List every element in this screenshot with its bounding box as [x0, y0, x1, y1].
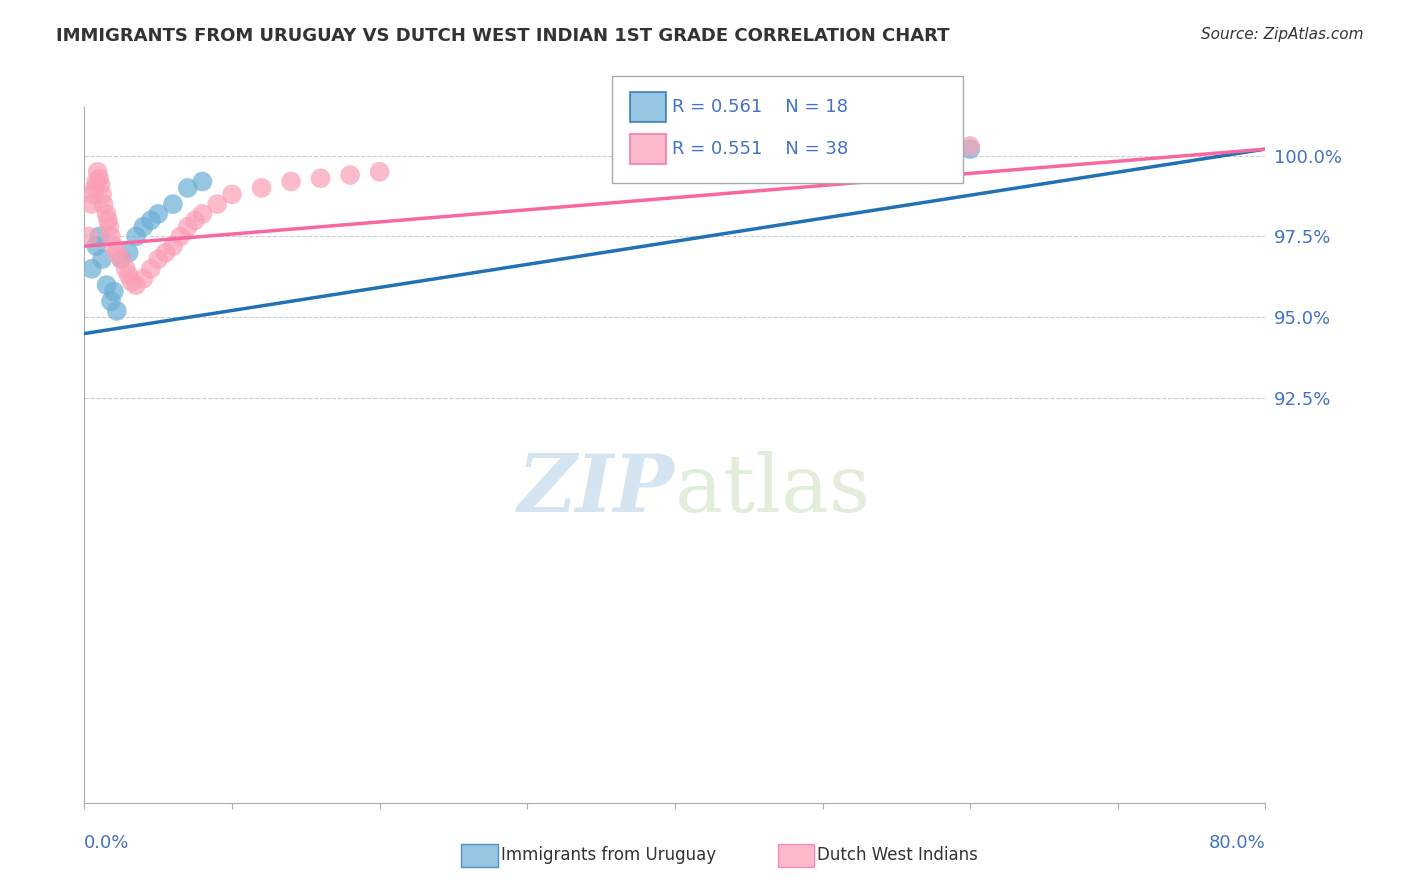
Text: atlas: atlas [675, 450, 870, 529]
Point [105, 245, 128, 260]
Point [162, 239, 184, 253]
Point [77, 229, 100, 244]
Point [132, 219, 155, 234]
Point [162, 197, 184, 211]
Text: IMMIGRANTS FROM URUGUAY VS DUTCH WEST INDIAN 1ST GRADE CORRELATION CHART: IMMIGRANTS FROM URUGUAY VS DUTCH WEST IN… [56, 27, 949, 45]
Point [125, 229, 148, 244]
Point [155, 245, 177, 260]
Point [96, 278, 118, 293]
Point [368, 165, 391, 179]
Point [139, 213, 162, 227]
Point [191, 174, 214, 188]
Point [103, 285, 125, 299]
Point [100, 294, 122, 309]
Point [89, 171, 111, 186]
Text: Dutch West Indians: Dutch West Indians [817, 847, 977, 864]
Point [105, 304, 128, 318]
Point [169, 229, 191, 244]
Point [959, 139, 981, 153]
Point [309, 171, 332, 186]
Point [280, 174, 302, 188]
Point [84, 174, 107, 188]
Point [98, 219, 121, 234]
Point [100, 229, 122, 244]
Point [82, 187, 104, 202]
Text: Source: ZipAtlas.com: Source: ZipAtlas.com [1201, 27, 1364, 42]
Point [96, 207, 118, 221]
Point [250, 181, 273, 195]
Point [148, 252, 170, 267]
Text: 0.0%: 0.0% [84, 834, 129, 852]
Text: R = 0.551    N = 38: R = 0.551 N = 38 [672, 140, 848, 158]
Point [177, 219, 200, 234]
Text: 80.0%: 80.0% [1209, 834, 1265, 852]
Point [110, 252, 132, 267]
Point [191, 207, 214, 221]
Point [148, 207, 170, 221]
Point [80, 197, 103, 211]
Point [80, 261, 103, 276]
Point [184, 213, 207, 227]
Point [97, 213, 120, 227]
Point [959, 142, 981, 156]
Point [84, 239, 107, 253]
Point [132, 271, 155, 285]
Point [177, 181, 200, 195]
Point [93, 197, 115, 211]
Point [114, 261, 136, 276]
Point [91, 252, 114, 267]
Point [118, 245, 141, 260]
Point [83, 181, 105, 195]
Point [221, 187, 243, 202]
Point [339, 168, 361, 182]
Point [86, 165, 108, 179]
Text: Immigrants from Uruguay: Immigrants from Uruguay [501, 847, 716, 864]
Point [89, 229, 111, 244]
Point [90, 178, 112, 192]
Point [139, 261, 162, 276]
Point [103, 239, 125, 253]
Point [205, 197, 228, 211]
Text: ZIP: ZIP [517, 451, 675, 528]
Point [91, 187, 114, 202]
Text: R = 0.561    N = 18: R = 0.561 N = 18 [672, 98, 848, 116]
Point [121, 275, 143, 289]
Point [125, 278, 148, 293]
Point [110, 252, 132, 267]
Point [118, 268, 141, 283]
